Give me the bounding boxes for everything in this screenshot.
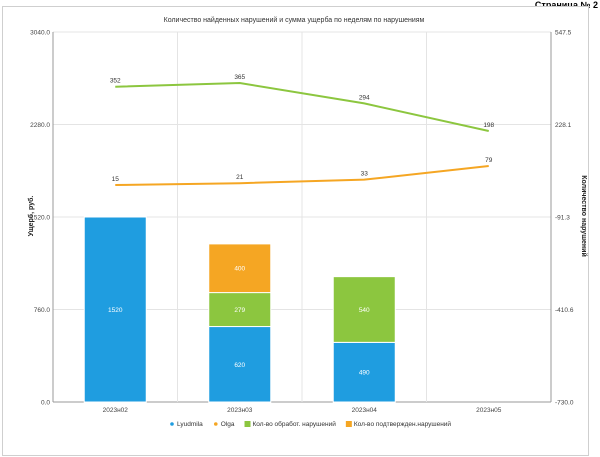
bar-Кол-во обработ. нарушений [208,292,272,328]
y2-tick-label: 547.5 [555,30,572,37]
line-series [115,81,489,132]
y-tick-label: 3040.0 [30,30,50,37]
y-tick-labels: 0.0 760.0 1520.0 2280.0 3040.0 [30,30,50,407]
line-value-label: 33 [361,171,369,178]
bar-value-label: 279 [234,307,245,314]
line-value-label: 15 [112,176,120,183]
x-tick-label: 2023н03 [227,407,253,414]
legend-marker [213,422,218,426]
line-value-label: 365 [234,74,245,81]
x-tick-label: 2023н02 [103,407,129,414]
legend-marker [244,421,251,427]
bar-Lyudmila [208,326,272,403]
bar-value-label: 1520 [108,307,123,314]
line-value-label: 79 [485,157,493,164]
legend-label: Кол-во подтвержден.нарушений [354,420,452,428]
y2-tick-labels: -730.0 -410.6 -91.3 228.1 547.5 [555,30,574,407]
y2-tick-label: -730.0 [555,400,574,407]
bar-value-label: 620 [234,362,245,369]
lines: 352 365 294 198 15 21 33 79 [110,74,495,186]
bar-value-label: 400 [234,266,245,273]
y2-axis-label: Количество нарушений [580,175,588,257]
x-tick-labels: 2023н02 2023н03 2023н04 2023н05 [103,407,502,414]
legend-marker [345,421,352,427]
y2-tick-label: -410.6 [555,307,574,314]
bar-Olga [208,243,272,294]
legend-marker [170,422,174,426]
bar-value-label: 490 [359,370,370,377]
line-value-label: 294 [359,94,370,101]
line-value-label: 198 [483,122,494,129]
y-tick-label: 760.0 [34,307,51,314]
page-number: Страница № 2 [534,0,598,10]
legend-label: Кол-во обработ. нарушений [253,420,337,428]
x-tick-label: 2023н05 [476,407,502,414]
y2-tick-label: -91.3 [555,215,570,222]
line-series [115,165,489,186]
y2-tick-label: 228.1 [555,122,572,129]
y-tick-label: 2280.0 [30,122,50,129]
bar-value-label: 540 [359,307,370,314]
y-tick-label: 1520.0 [30,215,50,222]
chart-title: Количество найденных нарушений и сумма у… [164,16,425,24]
y-axis-label: Ущерб, руб. [27,196,35,237]
legend-label: Lyudmila [177,421,203,428]
line-value-label: 352 [110,78,121,85]
bar-Lyudmila [332,341,396,403]
bar-Кол-во обработ. нарушений [332,276,396,343]
line-value-label: 21 [236,174,244,181]
x-tick-label: 2023н04 [352,407,378,414]
bar-Lyudmila [83,216,147,403]
bars: 1520 620 279 400 490 540 [83,216,396,403]
y-tick-label: 0.0 [41,400,50,407]
legend-label: Olga [221,421,235,428]
legend: Lyudmila Olga Кол-во обработ. нарушений Кол… [170,420,451,428]
